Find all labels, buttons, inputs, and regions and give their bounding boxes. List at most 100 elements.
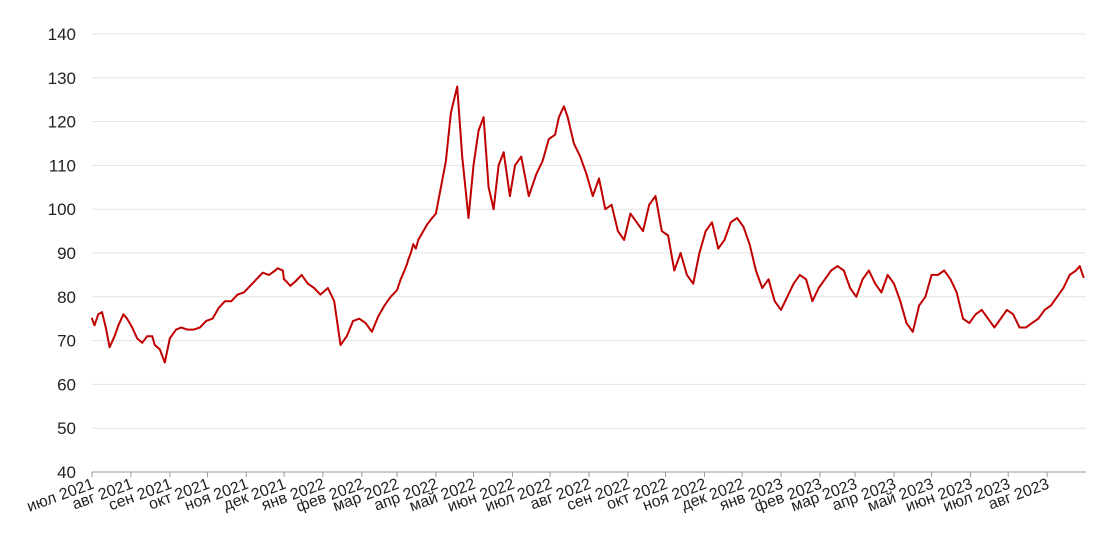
data-point: [364, 322, 367, 324]
data-point: [547, 138, 550, 141]
data-point: [520, 155, 523, 158]
data-point: [417, 239, 420, 241]
data-point: [261, 271, 264, 274]
data-point: [281, 269, 284, 272]
gridlines: [92, 33, 1086, 429]
data-point: [717, 247, 720, 250]
data-point: [541, 160, 544, 162]
data-point: [502, 151, 505, 154]
data-point: [617, 230, 619, 233]
data-point: [704, 230, 707, 233]
data-point: [399, 278, 402, 281]
data-point: [573, 142, 575, 145]
data-point: [327, 287, 329, 289]
data-point: [276, 267, 279, 270]
data-point: [642, 230, 644, 233]
data-point: [563, 105, 565, 108]
data-point: [113, 335, 116, 338]
data-point: [101, 311, 103, 313]
data-point: [849, 287, 851, 289]
data-point: [319, 293, 322, 296]
data-point: [93, 324, 96, 327]
data-point: [445, 160, 447, 162]
data-point: [579, 155, 582, 158]
data-point: [830, 269, 833, 272]
data-point: [930, 274, 933, 276]
data-point: [1050, 304, 1052, 307]
data-point: [761, 287, 764, 289]
data-point: [893, 282, 895, 285]
series-layer: [91, 85, 1085, 364]
data-point: [117, 324, 120, 327]
y-tick-label: 100: [48, 200, 76, 219]
data-point: [396, 289, 398, 292]
data-point: [723, 239, 726, 241]
data-point: [514, 164, 516, 167]
data-point: [842, 269, 845, 272]
data-point: [431, 217, 433, 219]
y-tick-label: 50: [57, 419, 76, 438]
series-line: [91, 85, 1085, 364]
data-point: [274, 269, 277, 272]
y-tick-label: 120: [48, 113, 76, 132]
data-point: [285, 280, 288, 283]
data-point: [623, 239, 625, 241]
data-point: [108, 346, 111, 349]
data-point: [450, 111, 452, 114]
data-point: [855, 295, 858, 298]
data-point: [742, 225, 745, 228]
y-tick-label: 140: [48, 25, 76, 44]
data-point: [492, 208, 495, 211]
data-point: [924, 295, 927, 298]
data-point: [131, 326, 134, 329]
data-point: [268, 274, 270, 276]
data-point: [482, 116, 485, 119]
data-point: [861, 278, 864, 281]
data-point: [122, 313, 125, 316]
data-point: [371, 330, 373, 333]
data-point: [300, 274, 303, 276]
data-point: [566, 116, 569, 119]
y-tick-label: 110: [49, 156, 76, 175]
data-point: [352, 320, 354, 322]
data-point: [409, 252, 412, 254]
data-point: [412, 243, 415, 246]
data-point: [1018, 326, 1021, 329]
data-point: [635, 221, 638, 224]
y-tick-label: 40: [57, 463, 76, 482]
data-point: [1068, 274, 1071, 276]
data-point: [199, 326, 201, 329]
data-point: [126, 317, 128, 320]
data-point: [1056, 295, 1058, 298]
data-point: [168, 337, 171, 340]
data-point: [999, 317, 1002, 320]
data-point: [949, 278, 952, 281]
data-point: [255, 278, 258, 281]
data-point: [153, 344, 156, 346]
data-point: [435, 212, 437, 215]
data-point: [729, 221, 732, 224]
data-point: [554, 133, 556, 136]
data-point: [558, 116, 560, 119]
data-point: [698, 252, 701, 254]
data-point: [692, 282, 695, 285]
data-point: [97, 313, 100, 316]
data-point: [289, 285, 292, 287]
data-point: [604, 208, 607, 211]
data-point: [805, 278, 807, 281]
data-point: [163, 361, 166, 364]
data-point: [186, 328, 189, 331]
data-point: [824, 278, 826, 281]
data-point: [497, 164, 500, 167]
data-point: [1037, 317, 1040, 320]
data-point: [472, 164, 475, 167]
data-point: [461, 155, 464, 158]
data-point: [993, 326, 996, 329]
y-tick-label: 70: [57, 332, 76, 351]
data-point: [1078, 265, 1081, 267]
data-point: [1006, 309, 1008, 311]
data-point: [591, 195, 594, 198]
data-point: [660, 230, 663, 233]
